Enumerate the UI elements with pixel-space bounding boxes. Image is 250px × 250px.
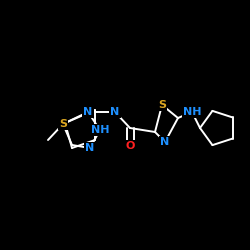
Text: S: S <box>158 100 166 110</box>
Text: N: N <box>160 137 170 147</box>
Text: S: S <box>59 119 67 129</box>
Text: NH: NH <box>91 125 109 135</box>
Text: N: N <box>86 143 94 153</box>
Text: O: O <box>125 141 135 151</box>
Text: N: N <box>84 107 92 117</box>
Text: N: N <box>110 107 120 117</box>
Text: NH: NH <box>183 107 201 117</box>
